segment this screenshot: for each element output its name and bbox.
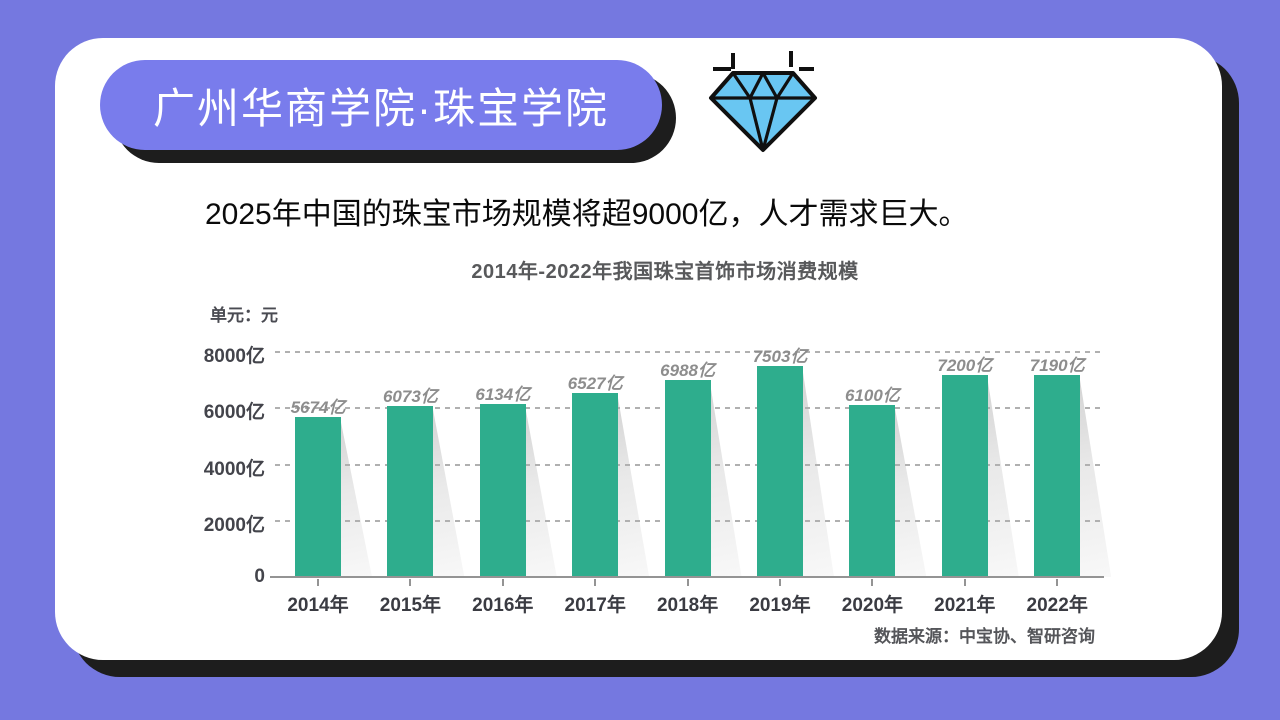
bar-shadow xyxy=(617,393,650,577)
bar-shadow xyxy=(432,406,465,577)
bar-shadow xyxy=(986,374,1019,577)
bar-shadow xyxy=(1079,374,1112,577)
school-banner: 广州华商学院·珠宝学院 xyxy=(100,60,662,150)
chart-title: 2014年-2022年我国珠宝首饰市场消费规模 xyxy=(471,261,859,283)
bar xyxy=(387,406,434,577)
bar-value-label: 6527亿 xyxy=(567,374,623,394)
x-axis-tick xyxy=(1056,579,1059,586)
x-axis-label: 2021年 xyxy=(934,595,996,616)
x-axis-label: 2014年 xyxy=(287,595,349,616)
bar-value-label: 6134亿 xyxy=(475,385,531,405)
bar-value-label: 7503亿 xyxy=(752,346,808,366)
x-axis-label: 2016年 xyxy=(472,595,534,616)
content-card: 广州华商学院·珠宝学院 2025年中国的珠宝市场规模将超9000亿，人才需求巨大… xyxy=(55,38,1222,660)
bar-value-label: 7200亿 xyxy=(937,355,993,375)
school-banner-title: 广州华商学院·珠宝学院 xyxy=(153,84,609,132)
data-source-label: 数据来源：中宝协、智研咨询 xyxy=(874,627,1095,646)
x-axis-tick xyxy=(317,579,319,586)
y-axis-tick-label: 6000亿 xyxy=(203,402,265,424)
headline-text: 2025年中国的珠宝市场规模将超9000亿，人才需求巨大。 xyxy=(205,198,969,231)
bar xyxy=(849,405,896,577)
y-axis-unit-label: 单元：元 xyxy=(210,306,278,325)
sparkle-dashes xyxy=(713,51,814,71)
x-axis-label: 2018年 xyxy=(656,595,719,616)
bar-shadow xyxy=(709,380,742,577)
bar-value-label: 7190亿 xyxy=(1029,355,1085,375)
x-axis-label: 2020年 xyxy=(841,595,904,616)
gridline xyxy=(275,351,1103,353)
plot-area: 8000亿 6000亿 4000亿 2000亿 0 5674亿 2014年 6073亿 2015… xyxy=(204,346,1112,616)
bar-shadow xyxy=(524,404,557,577)
y-axis-tick-label: 0 xyxy=(254,566,265,587)
bar-shadow xyxy=(340,417,372,577)
y-axis-tick-label: 4000亿 xyxy=(203,458,265,480)
x-axis-tick xyxy=(963,579,966,586)
bar-value-label: 6100亿 xyxy=(844,386,900,406)
bar xyxy=(479,404,526,577)
bar xyxy=(295,417,341,577)
y-axis-tick-label: 8000亿 xyxy=(203,346,265,367)
bar xyxy=(664,380,711,577)
bar-value-label: 5674亿 xyxy=(290,398,346,418)
bar xyxy=(1034,374,1081,577)
bar-value-label: 6073亿 xyxy=(382,387,438,407)
x-axis-tick xyxy=(409,579,412,586)
x-axis-label: 2017年 xyxy=(564,595,626,616)
y-axis-tick-label: 2000亿 xyxy=(203,514,265,536)
x-axis-tick xyxy=(779,579,781,586)
bar xyxy=(757,365,803,577)
bar-shadow xyxy=(894,405,927,577)
bar xyxy=(941,374,988,577)
x-axis-label: 2022年 xyxy=(1026,595,1088,616)
bar xyxy=(572,393,619,577)
x-axis-tick xyxy=(594,579,597,586)
x-axis-label: 2019年 xyxy=(749,595,811,616)
diamond-body xyxy=(709,71,817,152)
x-axis-tick xyxy=(501,579,504,586)
x-axis-label: 2015年 xyxy=(379,595,442,616)
x-axis-tick xyxy=(686,579,689,586)
diamond-facets xyxy=(711,72,815,151)
bar-value-label: 6988亿 xyxy=(660,361,715,381)
diamond-icon xyxy=(709,51,817,152)
x-axis-line xyxy=(270,576,1104,578)
x-axis-tick xyxy=(871,579,874,586)
